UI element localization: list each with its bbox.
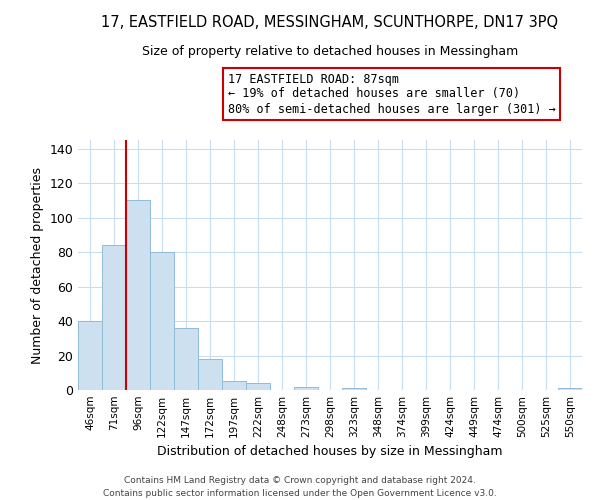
Bar: [222, 382, 246, 390]
Bar: [294, 386, 318, 390]
Bar: [342, 388, 366, 390]
Y-axis label: Number of detached properties: Number of detached properties: [31, 166, 44, 364]
X-axis label: Distribution of detached houses by size in Messingham: Distribution of detached houses by size …: [157, 446, 503, 458]
Text: 17 EASTFIELD ROAD: 87sqm
← 19% of detached houses are smaller (70)
80% of semi-d: 17 EASTFIELD ROAD: 87sqm ← 19% of detach…: [228, 72, 556, 116]
Text: Contains HM Land Registry data © Crown copyright and database right 2024.
Contai: Contains HM Land Registry data © Crown c…: [103, 476, 497, 498]
Text: Size of property relative to detached houses in Messingham: Size of property relative to detached ho…: [142, 45, 518, 58]
Text: 17, EASTFIELD ROAD, MESSINGHAM, SCUNTHORPE, DN17 3PQ: 17, EASTFIELD ROAD, MESSINGHAM, SCUNTHOR…: [101, 15, 559, 30]
Bar: [246, 383, 270, 390]
Bar: [150, 252, 174, 390]
Bar: [174, 328, 198, 390]
Bar: [198, 359, 222, 390]
Bar: [558, 388, 582, 390]
Bar: [78, 321, 102, 390]
Bar: [126, 200, 150, 390]
Bar: [102, 245, 126, 390]
